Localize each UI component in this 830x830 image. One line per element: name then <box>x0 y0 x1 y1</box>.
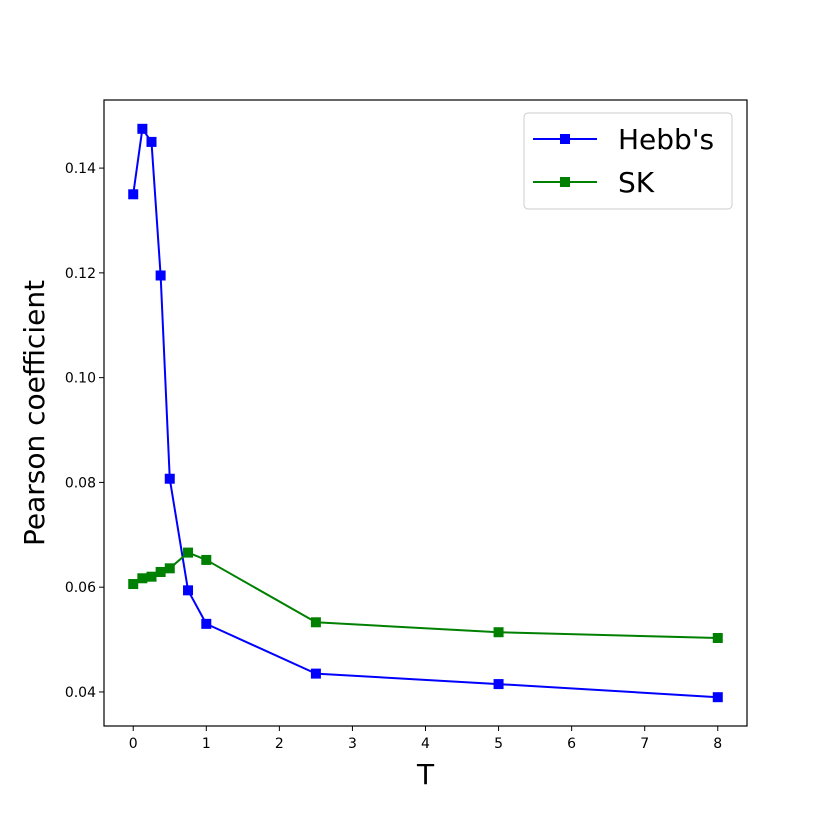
series-1-point <box>128 189 139 200</box>
x-tick-label: 4 <box>421 736 430 752</box>
series-2-point <box>128 579 139 590</box>
legend-label-2: SK <box>618 166 655 199</box>
y-axis-label: Pearson coefficient <box>18 280 51 546</box>
series-2-point <box>201 554 212 565</box>
x-tick-label: 1 <box>202 736 211 752</box>
series-1-point <box>164 473 175 484</box>
legend-entries: Hebb's SK <box>533 123 714 199</box>
series-1-point <box>155 270 166 281</box>
legend-marker-2 <box>560 177 570 187</box>
series-1-point <box>310 668 321 679</box>
x-tick-label: 0 <box>129 736 138 752</box>
x-tick-label: 5 <box>494 736 503 752</box>
legend-marker-1 <box>560 134 570 144</box>
series-line-1 <box>132 127 718 699</box>
series-1-point <box>201 618 212 629</box>
legend: Hebb's SK <box>523 112 733 210</box>
series-2-point <box>155 566 166 577</box>
x-tick-label: 3 <box>348 736 357 752</box>
y-tick-label: 0.04 <box>65 685 96 701</box>
y-tick-label: 0.08 <box>65 475 96 491</box>
x-tick-label: 8 <box>713 736 722 752</box>
series-2-point <box>164 563 175 574</box>
series-1-point <box>493 679 504 690</box>
series-2-point <box>493 627 504 638</box>
y-tick-label: 0.10 <box>65 371 96 387</box>
series-2-point <box>712 632 723 643</box>
ticks-layer: 0 1 2 3 4 5 6 7 8 0.04 0.06 0.08 0.10 0.12 0.14 <box>65 161 722 752</box>
y-tick-label: 0.06 <box>65 580 96 596</box>
y-tick-label: 0.14 <box>65 161 96 177</box>
legend-box <box>523 112 733 210</box>
series-1-point <box>183 585 194 596</box>
series-2-point <box>310 617 321 628</box>
plot-layer <box>128 123 723 703</box>
x-tick-label: 6 <box>567 736 576 752</box>
series-2-point <box>146 571 157 582</box>
legend-label-1: Hebb's <box>618 123 714 156</box>
series-2-point <box>183 547 194 558</box>
series-1-point <box>146 136 157 147</box>
series-2-point <box>137 573 148 584</box>
x-axis-label: T <box>416 758 435 791</box>
y-tick-label: 0.12 <box>65 266 96 282</box>
x-tick-label: 7 <box>640 736 649 752</box>
series-1-point <box>712 692 723 703</box>
series-1-point <box>137 123 148 134</box>
x-tick-label: 2 <box>275 736 284 752</box>
